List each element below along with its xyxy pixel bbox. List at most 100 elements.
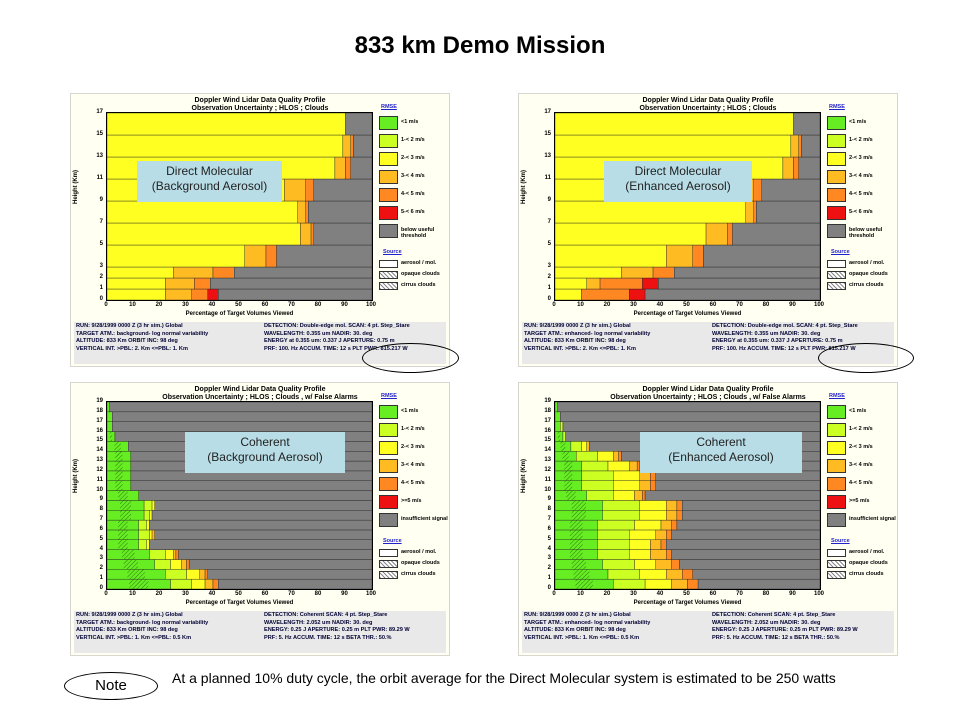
plot-area — [106, 401, 373, 590]
bar-segment — [634, 519, 662, 531]
bar-segment — [560, 421, 564, 432]
run-info-left: RUN: 9/28/1999 0000 Z (3 hr sim.) Global… — [524, 323, 714, 353]
source-swatch — [827, 282, 846, 290]
run-info-right: DETECTION: Double-edge mol. SCAN: 4 pt. … — [712, 323, 894, 353]
bar-segment — [679, 559, 820, 570]
legend-label: 3-< 4 m/s — [849, 462, 873, 468]
bar-segment — [297, 200, 306, 224]
bar-segment — [233, 266, 372, 279]
bar-segment — [207, 288, 219, 300]
bar-segment — [793, 156, 800, 180]
legend-item: 1-< 2 m/s — [827, 423, 897, 439]
chart-title-line: Doppler Wind Lidar Data Quality Profile — [642, 386, 774, 393]
run-info-right: DETECTION: Double-edge mol. SCAN: 4 pt. … — [264, 323, 446, 353]
bar-segment — [732, 222, 820, 246]
chart-title-line: Doppler Wind Lidar Data Quality Profile — [194, 97, 326, 104]
y-tick-label: 9 — [547, 496, 551, 503]
bar-segment — [218, 288, 372, 300]
bar-segment — [581, 288, 630, 300]
label-coherent-enhanced: Coherent (Enhanced Aerosol) — [640, 432, 802, 473]
bar-segment — [204, 578, 214, 589]
bar-segment — [639, 569, 667, 580]
info-line: ALTITUDE: 833 Km ORBIT INC: 98 deg — [524, 627, 626, 634]
y-tick-label: 6 — [99, 525, 103, 532]
source-swatch — [827, 560, 846, 568]
bar-segment — [671, 519, 678, 531]
bar-segment — [650, 539, 662, 550]
x-tick-label: 80 — [314, 591, 322, 597]
y-axis-title: Height (Km) — [73, 459, 79, 493]
bar-segment — [149, 539, 372, 550]
legend-swatch — [379, 188, 398, 202]
plot-area — [554, 112, 821, 301]
legend-item: below useful threshold — [827, 224, 897, 240]
legend-swatch — [379, 170, 398, 184]
bar-segment — [555, 402, 558, 413]
source-swatch — [379, 560, 398, 568]
legend-item: 3-< 4 m/s — [379, 170, 449, 186]
legend-label: 5-< 6 m/s — [849, 209, 873, 215]
legend-swatch — [827, 477, 846, 491]
bar-segment — [212, 266, 235, 279]
bar-segment — [570, 441, 582, 452]
run-info: RUN: 9/28/1999 0000 Z (3 hr sim.) Global… — [74, 611, 446, 653]
info-line: TARGET ATM.: background- log normal vari… — [76, 330, 209, 337]
x-tick-label: 100 — [813, 591, 824, 597]
info-line: ENERGY: 0.25 J APERTURE: 0.25 m PLT PWR:… — [712, 627, 858, 634]
legend-item: >=5 m/s — [379, 495, 449, 511]
legend-label: 2-< 3 m/s — [849, 155, 873, 161]
bar-hatch — [115, 461, 123, 471]
legend-label: <1 m/s — [849, 119, 867, 125]
bar-hatch — [564, 480, 573, 491]
source-item: cirrus clouds — [827, 571, 897, 581]
legend-item: 3-< 4 m/s — [379, 459, 449, 475]
bar-segment — [597, 529, 630, 540]
source-item: aerosol / mol. — [827, 549, 897, 559]
legend-item: 2-< 3 m/s — [827, 152, 897, 168]
legend-swatch — [379, 152, 398, 166]
bar-segment — [782, 156, 794, 180]
bar-segment — [666, 510, 678, 521]
run-info-left: RUN: 9/28/1999 0000 Z (3 hr sim.) Global… — [524, 612, 714, 642]
bar-segment — [178, 549, 372, 560]
legend-swatch — [827, 188, 846, 202]
x-tick-label: 0 — [104, 591, 108, 597]
info-line: VERTICAL INT. >PBL: 1. Km <=PBL: 0.5 Km — [76, 634, 192, 641]
bar-segment — [207, 569, 372, 580]
bar-segment — [642, 490, 646, 501]
source-label: aerosol / mol. — [849, 260, 885, 266]
bar-hatch — [564, 470, 573, 481]
bar-segment — [149, 510, 153, 521]
legend-label: below useful threshold — [849, 227, 883, 239]
bar-segment — [676, 500, 683, 511]
bar-segment — [671, 529, 820, 540]
y-tick-label: 10 — [544, 486, 551, 493]
x-tick-label: 10 — [577, 591, 584, 597]
info-line: ENERGY at 0.355 um: 0.337 J APERTURE: 0.… — [712, 338, 843, 345]
source-label: cirrus clouds — [401, 282, 436, 288]
y-tick-label: 7 — [99, 516, 103, 523]
legend-item: 1-< 2 m/s — [379, 134, 449, 150]
chart-subtitle-line: Observation Uncertainty ; HLOS ; Clouds — [191, 105, 329, 112]
source-swatch — [827, 571, 846, 579]
bar-segment — [173, 549, 177, 560]
legend-swatch — [379, 405, 398, 419]
bar-segment — [107, 288, 166, 300]
y-tick-label: 2 — [99, 274, 103, 280]
legend-item: below useful threshold — [379, 224, 449, 240]
bar-hatch — [564, 461, 573, 471]
bar-segment — [650, 549, 667, 560]
bar-segment — [644, 578, 672, 589]
bar-segment — [342, 134, 352, 158]
bar-segment — [555, 113, 794, 136]
info-line: ENERGY at 0.355 um: 0.337 J APERTURE: 0.… — [264, 338, 395, 345]
bar-segment — [586, 490, 614, 501]
bar-segment — [310, 222, 314, 246]
bar-segment — [642, 277, 659, 290]
legend-label: 2-< 3 m/s — [849, 444, 873, 450]
run-info-right: DETECTION: Coherent SCAN: 4 pt. Step_Sta… — [264, 612, 446, 642]
legend-label: 2-< 3 m/s — [401, 155, 425, 161]
bar-segment — [555, 200, 747, 224]
y-tick-label: 2 — [547, 565, 551, 572]
chart-title-line: Doppler Wind Lidar Data Quality Profile — [194, 386, 326, 393]
